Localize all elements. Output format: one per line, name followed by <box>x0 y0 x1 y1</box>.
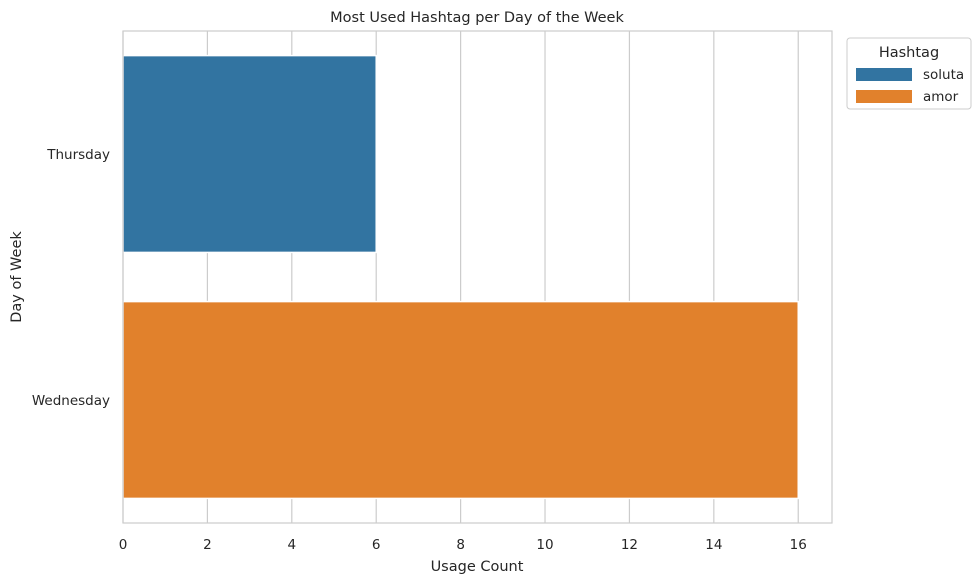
legend-swatch <box>856 90 912 103</box>
legend-title: Hashtag <box>879 45 939 61</box>
x-tick-label: 2 <box>203 537 212 553</box>
legend-swatch <box>856 68 912 81</box>
legend-label: amor <box>923 89 959 105</box>
y-tick-label: Wednesday <box>32 393 110 409</box>
x-tick-label: 10 <box>536 537 553 553</box>
legend-label: soluta <box>923 67 964 83</box>
y-tick-label: Thursday <box>46 147 110 163</box>
plot-frame <box>122 30 833 524</box>
x-tick-label: 16 <box>790 537 807 553</box>
bar-thursday <box>122 54 377 254</box>
x-tick-label: 0 <box>119 537 128 553</box>
bar-wednesday <box>122 300 799 500</box>
x-tick-label: 8 <box>456 537 465 553</box>
x-axis-label: Usage Count <box>431 559 524 575</box>
y-tick-labels: Thursday Wednesday <box>32 147 110 409</box>
x-tick-labels: 0 2 4 6 8 10 12 14 16 <box>119 537 807 553</box>
chart-title: Most Used Hashtag per Day of the Week <box>330 10 624 26</box>
x-tick-label: 12 <box>621 537 638 553</box>
x-tick-label: 14 <box>705 537 722 553</box>
bars <box>122 54 799 500</box>
legend-entries: soluta amor <box>856 67 964 105</box>
legend: Hashtag soluta amor <box>846 37 972 110</box>
x-tick-label: 6 <box>372 537 381 553</box>
y-axis-label: Day of Week <box>9 231 25 323</box>
x-tick-label: 4 <box>288 537 297 553</box>
